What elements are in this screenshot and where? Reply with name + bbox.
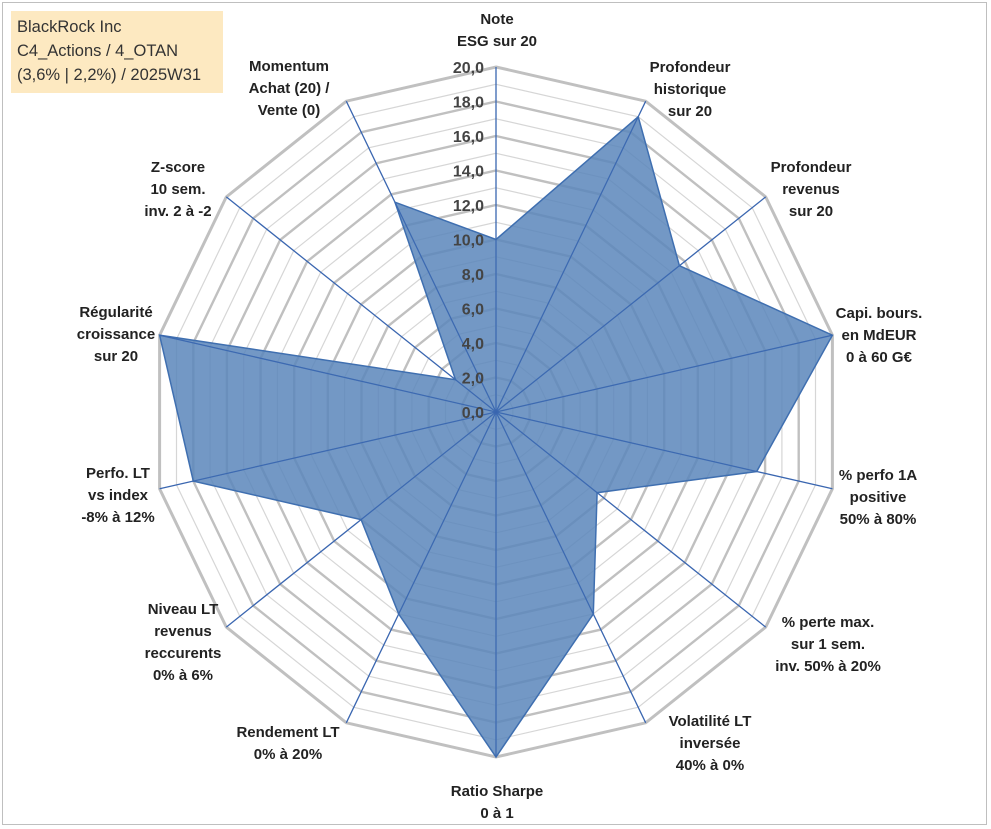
category-label-line: sur 1 sem.: [791, 636, 865, 653]
category-label: Z-score 10 sem. inv. 2 à -2: [144, 159, 211, 220]
category-label-line: Rendement LT: [236, 724, 339, 741]
radial-tick-labels: 0,0 2,0 4,0 6,0 8,0 10,0 12,0 14,0 16,0 18,0 20,0: [453, 60, 484, 422]
series-spoke: [495, 265, 680, 413]
category-label: Momentum Achat (20) / Vente (0): [249, 58, 331, 119]
category-label-line: % perfo 1A: [839, 467, 918, 484]
info-box: BlackRock Inc C4_Actions / 4_OTAN (3,6% …: [11, 11, 223, 93]
category-label: Profondeur revenus sur 20: [771, 159, 852, 220]
category-label-line: sur 20: [94, 348, 138, 365]
tick-label: 0,0: [462, 405, 484, 422]
category-label-line: -8% à 12%: [81, 509, 154, 526]
series-spoke: [398, 411, 497, 615]
series-spoke: [455, 379, 497, 413]
category-label-line: inversée: [680, 735, 741, 752]
category-label-line: Z-score: [151, 159, 205, 176]
category-label-line: Momentum: [249, 58, 329, 75]
category-label-line: revenus: [154, 623, 212, 640]
category-label-line: Note: [480, 11, 513, 28]
category-label-line: 10 sem.: [150, 181, 205, 198]
category-label-line: 0% à 20%: [254, 746, 322, 763]
tick-label: 4,0: [462, 336, 484, 353]
tick-label: 16,0: [453, 129, 484, 146]
category-label-line: sur 20: [668, 103, 712, 120]
info-company: BlackRock Inc: [17, 18, 122, 36]
category-label: Profondeur historique sur 20: [650, 59, 731, 120]
category-label-line: inv. 2 à -2: [144, 203, 211, 220]
category-label-line: inv. 50% à 20%: [775, 658, 881, 675]
tick-label: 8,0: [462, 267, 484, 284]
series-spoke: [495, 411, 594, 615]
category-label-line: Capi. bours.: [836, 305, 923, 322]
category-label: Régularité croissance sur 20: [77, 304, 155, 365]
category-label: Perfo. LT vs index -8% à 12%: [81, 465, 154, 526]
category-label: % perfo 1A positive 50% à 80%: [839, 467, 918, 528]
series-spoke: [495, 334, 833, 413]
category-label-line: 0% à 6%: [153, 667, 213, 684]
category-label-line: historique: [654, 81, 727, 98]
category-label-line: vs index: [88, 487, 149, 504]
series-spoke: [159, 334, 497, 413]
category-label-line: % perte max.: [782, 614, 875, 631]
category-label-line: Volatilité LT: [669, 713, 752, 730]
category-label: % perte max. sur 1 sem. inv. 50% à 20%: [775, 614, 881, 675]
tick-label: 10,0: [453, 233, 484, 250]
category-label: Niveau LT revenus reccurents 0% à 6%: [145, 601, 222, 684]
tick-label: 2,0: [462, 371, 484, 388]
category-label-line: 0 à 60 G€: [846, 349, 913, 366]
category-label: Note ESG sur 20: [457, 11, 537, 50]
category-label-line: Achat (20) /: [249, 80, 331, 97]
category-label-line: en MdEUR: [842, 327, 917, 344]
category-label-line: reccurents: [145, 645, 222, 662]
category-label: Capi. bours. en MdEUR 0 à 60 G€: [836, 305, 923, 366]
series-spoke: [495, 116, 639, 413]
category-label-line: revenus: [782, 181, 840, 198]
info-category: C4_Actions / 4_OTAN: [17, 42, 179, 60]
category-label-line: positive: [850, 489, 907, 506]
category-label-line: Vente (0): [258, 102, 321, 119]
category-label-line: Profondeur: [771, 159, 852, 176]
category-label-line: Régularité: [79, 304, 152, 321]
tick-label: 18,0: [453, 95, 484, 112]
tick-label: 12,0: [453, 198, 484, 215]
category-label-line: 40% à 0%: [676, 757, 744, 774]
category-label-line: sur 20: [789, 203, 833, 220]
series-spoke: [360, 411, 497, 521]
radar-series: [158, 115, 834, 759]
info-weights: (3,6% | 2,2%) / 2025W31: [17, 66, 202, 84]
category-label-line: ESG sur 20: [457, 33, 537, 50]
tick-label: 6,0: [462, 302, 484, 319]
category-label-line: 50% à 80%: [840, 511, 917, 528]
category-label: Rendement LT 0% à 20%: [236, 724, 339, 763]
series-spoke: [495, 411, 757, 473]
category-label-line: Ratio Sharpe: [451, 783, 544, 800]
category-label-line: croissance: [77, 326, 155, 343]
category-label-line: Niveau LT: [148, 601, 219, 618]
tick-label: 20,0: [453, 60, 484, 77]
series-spoke: [394, 201, 497, 413]
category-label: Volatilité LT inversée 40% à 0%: [669, 713, 752, 774]
category-label: Ratio Sharpe 0 à 1: [451, 783, 544, 822]
category-label-line: Perfo. LT: [86, 465, 150, 482]
series-spoke: [193, 411, 497, 482]
category-labels: Note ESG sur 20 Profondeur historique sur 20…: [77, 11, 923, 822]
series-spoke: [495, 411, 598, 494]
tick-label: 14,0: [453, 164, 484, 181]
category-label-line: Profondeur: [650, 59, 731, 76]
category-label-line: 0 à 1: [480, 805, 513, 822]
axis-spoke: [225, 196, 497, 413]
